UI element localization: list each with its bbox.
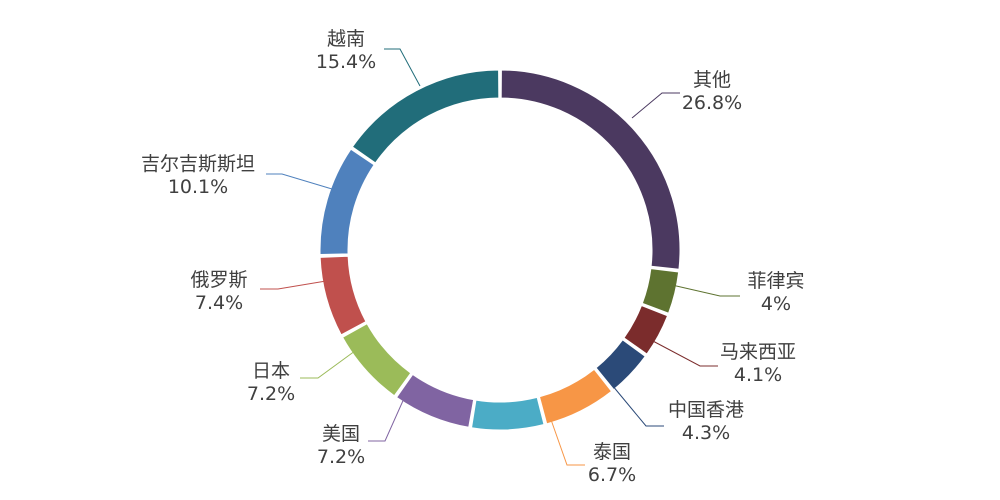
slice-name-label: 俄罗斯: [190, 269, 247, 291]
slice-日本: [341, 323, 412, 397]
slice-吉尔吉斯斯坦: [319, 148, 375, 256]
leader-lines-layer: [260, 48, 740, 466]
labels-layer: 其他26.8%菲律宾4%马来西亚4.1%中国香港4.3%泰国6.7%美国7.2%…: [141, 28, 805, 486]
slice-value-label: 4.1%: [734, 364, 782, 386]
slice-value-label: 6.7%: [588, 464, 636, 486]
slice-name-label: 日本: [252, 360, 290, 382]
slice-name-label: 中国香港: [668, 399, 744, 421]
slice-value-label: 4.3%: [682, 422, 730, 444]
leader-line-美国: [368, 384, 411, 442]
slice-name-label: 吉尔吉斯斯坦: [141, 153, 255, 175]
slice-unlabeled-5: [470, 396, 545, 431]
leader-line-俄罗斯: [260, 279, 333, 290]
leader-line-马来西亚: [650, 339, 718, 367]
slice-其他: [500, 69, 681, 270]
slice-name-label: 马来西亚: [720, 341, 796, 363]
slice-俄罗斯: [319, 255, 367, 336]
slice-value-label: 7.2%: [317, 446, 365, 468]
leader-line-日本: [300, 347, 360, 379]
slice-中国香港: [595, 339, 646, 391]
slice-马来西亚: [623, 304, 669, 355]
leader-line-泰国: [548, 413, 585, 466]
leader-line-吉尔吉斯斯坦: [266, 173, 333, 190]
slices-layer: [319, 69, 681, 431]
slice-name-label: 美国: [322, 423, 360, 445]
slice-name-label: 越南: [327, 28, 365, 50]
slice-name-label: 泰国: [593, 441, 631, 463]
slice-越南: [351, 69, 500, 164]
slice-value-label: 7.2%: [247, 383, 295, 405]
slice-value-label: 4%: [761, 293, 791, 315]
slice-美国: [395, 373, 475, 428]
slice-菲律宾: [641, 268, 680, 314]
slice-name-label: 其他: [693, 69, 731, 91]
slice-value-label: 7.4%: [195, 292, 243, 314]
leader-line-越南: [384, 48, 421, 87]
slice-value-label: 15.4%: [316, 51, 376, 73]
leader-line-其他: [631, 92, 680, 119]
slice-value-label: 26.8%: [682, 92, 742, 114]
leader-line-菲律宾: [671, 284, 740, 297]
slice-value-label: 10.1%: [168, 176, 228, 198]
slice-name-label: 菲律宾: [747, 270, 804, 292]
slice-泰国: [538, 368, 613, 425]
leader-line-中国香港: [611, 384, 664, 427]
